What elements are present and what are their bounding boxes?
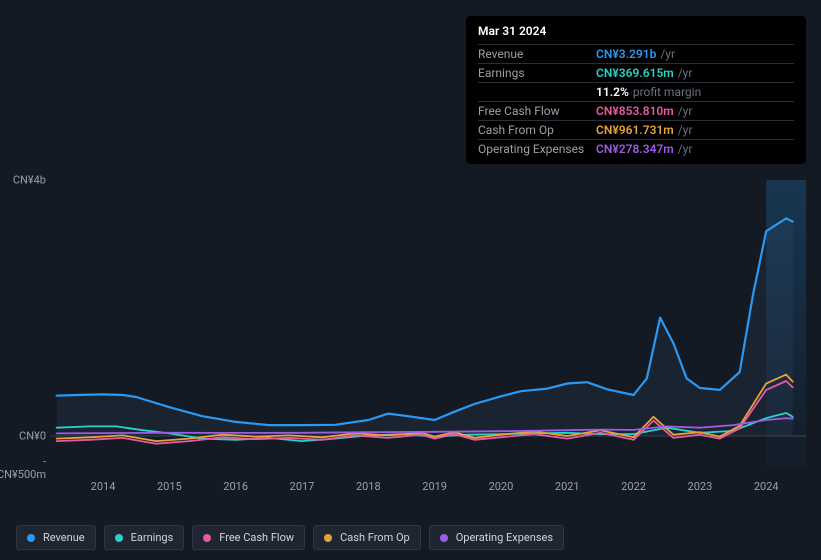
legend-item-revenue[interactable]: Revenue <box>16 525 96 550</box>
x-axis-label: 2016 <box>223 480 248 493</box>
x-axis-label: 2021 <box>555 480 580 493</box>
x-axis: 2014 2015 2016 2017 2018 2019 2020 2021 2022 2023… <box>50 480 806 500</box>
x-axis-label: 2024 <box>754 480 779 493</box>
legend-dot-icon <box>203 534 211 542</box>
x-axis-label: 2014 <box>91 480 116 493</box>
legend-dot-icon <box>115 534 123 542</box>
y-axis-label: CN¥0 <box>19 430 46 443</box>
tooltip-label: Cash From Op <box>478 123 596 137</box>
tooltip-label: Free Cash Flow <box>478 104 596 118</box>
tooltip-suffix: /yr <box>678 142 693 156</box>
legend-dot-icon <box>27 534 35 542</box>
legend-dot-icon <box>440 534 448 542</box>
tooltip-suffix: /yr <box>660 47 675 61</box>
tooltip-suffix: /yr <box>678 66 693 80</box>
tooltip-suffix: /yr <box>678 123 693 137</box>
tooltip-label: Earnings <box>478 66 596 80</box>
legend-item-fcf[interactable]: Free Cash Flow <box>192 525 305 550</box>
tooltip-row: EarningsCN¥369.615m/yr <box>478 63 794 82</box>
tooltip-value: 11.2% <box>596 85 629 99</box>
tooltip-value: CN¥3.291b <box>596 47 656 61</box>
x-axis-label: 2020 <box>489 480 514 493</box>
financial-chart: CN¥4bCN¥0-CN¥500m 2014201520162017201820… <box>16 158 806 503</box>
chart-legend: Revenue Earnings Free Cash Flow Cash From O… <box>16 525 564 550</box>
x-axis-label: 2022 <box>621 480 646 493</box>
chart-tooltip: Mar 31 2024 RevenueCN¥3.291b/yrEarningsC… <box>466 16 806 164</box>
y-axis-label: -CN¥500m <box>0 455 46 481</box>
legend-label: Revenue <box>43 531 85 544</box>
x-axis-label: 2015 <box>157 480 182 493</box>
tooltip-subrow: 11.2% profit margin <box>478 82 794 101</box>
tooltip-suffix: profit margin <box>633 85 701 99</box>
legend-label: Free Cash Flow <box>219 531 294 544</box>
tooltip-row: Free Cash FlowCN¥853.810m/yr <box>478 101 794 120</box>
tooltip-row: Cash From OpCN¥961.731m/yr <box>478 120 794 139</box>
y-axis-label: CN¥4b <box>13 174 46 187</box>
x-axis-label: 2023 <box>688 480 713 493</box>
tooltip-row: RevenueCN¥3.291b/yr <box>478 44 794 63</box>
x-axis-label: 2018 <box>356 480 381 493</box>
tooltip-label: Operating Expenses <box>478 142 596 156</box>
x-axis-label: 2017 <box>290 480 315 493</box>
tooltip-date: Mar 31 2024 <box>478 24 794 38</box>
tooltip-suffix: /yr <box>678 104 693 118</box>
legend-label: Operating Expenses <box>456 531 553 544</box>
tooltip-value: CN¥961.731m <box>596 123 674 137</box>
highlight-zone <box>766 180 806 468</box>
tooltip-row: Operating ExpensesCN¥278.347m/yr <box>478 139 794 158</box>
legend-item-cashop[interactable]: Cash From Op <box>313 525 421 550</box>
tooltip-value: CN¥369.615m <box>596 66 674 80</box>
tooltip-value: CN¥853.810m <box>596 104 674 118</box>
tooltip-label: Revenue <box>478 47 596 61</box>
x-axis-label: 2019 <box>422 480 447 493</box>
legend-label: Cash From Op <box>340 531 410 544</box>
legend-dot-icon <box>324 534 332 542</box>
legend-item-earnings[interactable]: Earnings <box>104 525 185 550</box>
revenue-area <box>57 218 793 436</box>
tooltip-value: CN¥278.347m <box>596 142 674 156</box>
legend-item-opex[interactable]: Operating Expenses <box>429 525 564 550</box>
legend-label: Earnings <box>131 531 174 544</box>
plot-area[interactable] <box>50 180 806 468</box>
tooltip-rows: RevenueCN¥3.291b/yrEarningsCN¥369.615m/y… <box>478 44 794 158</box>
